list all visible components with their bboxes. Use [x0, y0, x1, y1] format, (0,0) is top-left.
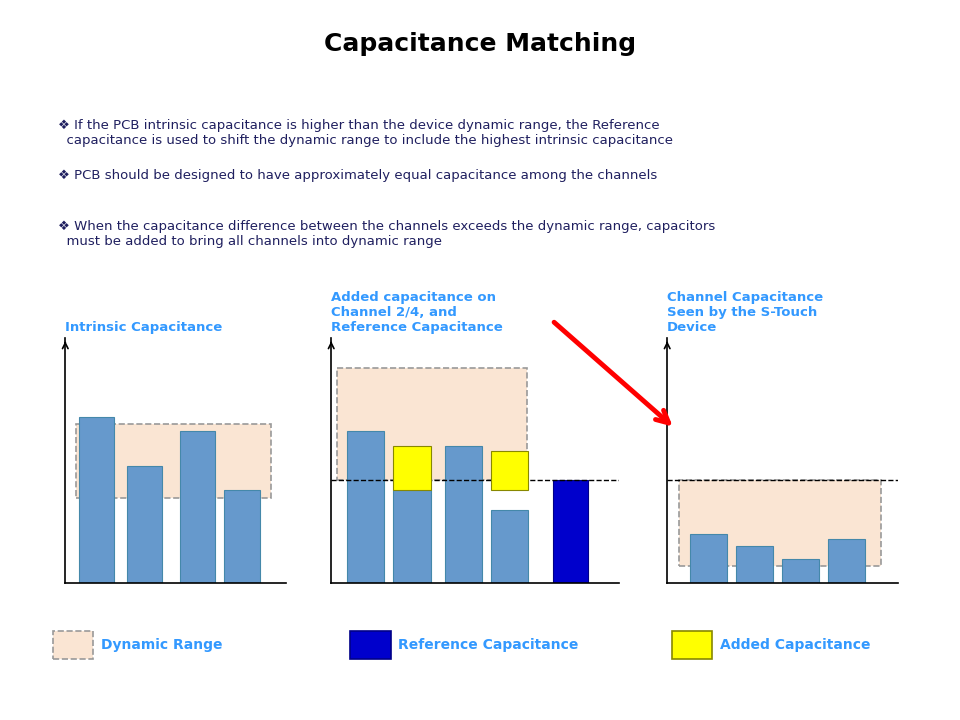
Bar — [491, 510, 528, 583]
Text: Intrinsic Capacitance: Intrinsic Capacitance — [65, 321, 223, 335]
Text: ❖ PCB should be designed to have approximately equal capacitance among the chann: ❖ PCB should be designed to have approxi… — [58, 169, 657, 182]
Bar — [553, 480, 588, 583]
Text: Added Capacitance: Added Capacitance — [720, 638, 871, 652]
Text: Added capacitance on
Channel 2/4, and
Reference Capacitance: Added capacitance on Channel 2/4, and Re… — [331, 292, 503, 335]
Text: Reference Capacitance: Reference Capacitance — [398, 638, 579, 652]
Bar — [690, 534, 727, 583]
Bar — [782, 559, 819, 583]
Bar — [736, 546, 773, 583]
Text: Dynamic Range: Dynamic Range — [101, 638, 223, 652]
Bar — [225, 490, 259, 583]
Bar — [127, 466, 162, 583]
Text: ❖ If the PCB intrinsic capacitance is higher than the device dynamic range, the : ❖ If the PCB intrinsic capacitance is hi… — [58, 119, 673, 147]
Bar — [445, 446, 483, 583]
Bar — [679, 480, 881, 566]
Bar — [77, 424, 271, 498]
Bar — [180, 431, 215, 583]
Bar — [491, 451, 528, 490]
Bar — [394, 446, 430, 490]
Text: ❖ When the capacitance difference between the channels exceeds the dynamic range: ❖ When the capacitance difference betwee… — [58, 220, 715, 248]
Bar — [828, 539, 865, 583]
Bar — [79, 417, 114, 583]
Bar — [347, 431, 384, 583]
Bar — [394, 490, 430, 583]
Text: Capacitance Matching: Capacitance Matching — [324, 32, 636, 56]
Text: Channel Capacitance
Seen by the S-Touch
Device: Channel Capacitance Seen by the S-Touch … — [667, 292, 824, 335]
Bar — [337, 368, 527, 480]
